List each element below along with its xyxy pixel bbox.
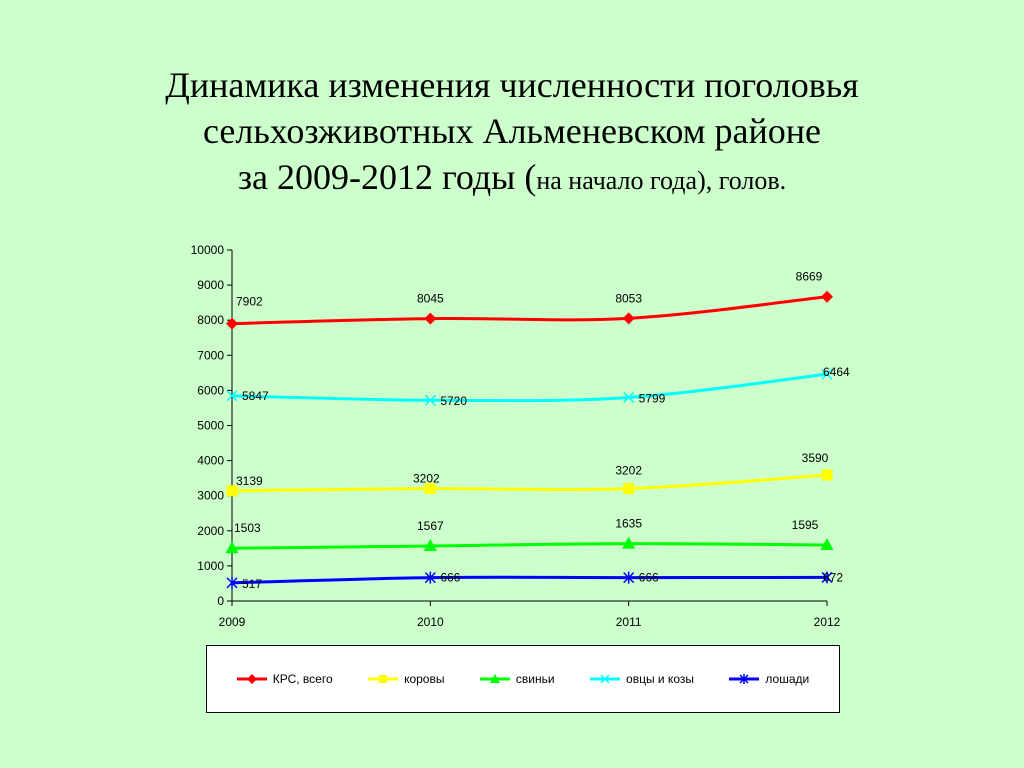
y-tick-label: 7000	[197, 348, 224, 362]
y-tick-label: 2000	[197, 524, 224, 538]
y-tick-label: 10000	[191, 243, 225, 257]
data-label: 6464	[823, 365, 850, 379]
legend-marker	[489, 674, 500, 683]
series-line	[231, 473, 828, 493]
y-tick-label: 0	[217, 594, 224, 608]
y-tick-label: 4000	[197, 454, 224, 468]
data-label: 5720	[440, 394, 467, 408]
data-point	[821, 571, 833, 584]
title-line-1: Динамика изменения численности поголовья	[165, 65, 859, 105]
data-label: 8045	[417, 292, 444, 306]
data-label: 1503	[234, 521, 261, 535]
data-label: 517	[242, 577, 262, 591]
x-tick-label: 2011	[616, 615, 642, 629]
data-point	[821, 469, 833, 481]
data-point	[623, 391, 635, 403]
data-point	[622, 312, 635, 325]
data-point	[226, 576, 238, 589]
data-label: 3590	[802, 451, 829, 465]
data-point	[821, 290, 833, 303]
data-point	[423, 538, 437, 551]
legend-item: КРС, всего	[236, 672, 333, 686]
legend-item: коровы	[368, 672, 444, 686]
data-label: 1567	[417, 519, 444, 533]
legend-marker	[379, 675, 388, 683]
legend-label: коровы	[404, 672, 445, 686]
title-line-2: сельхозживотных Альменевском районе	[203, 111, 821, 151]
y-tick-label: 6000	[197, 383, 224, 397]
title-line-3: за 2009-2012 годы (на начало года), голо…	[40, 154, 984, 204]
data-label: 5847	[242, 389, 269, 403]
legend-swatch	[236, 674, 267, 684]
slide-title: Динамика изменения численности поголовья…	[40, 62, 984, 204]
data-label: 3202	[413, 472, 440, 486]
legend-item: овцы и козы	[590, 672, 694, 686]
data-label: 666	[639, 571, 659, 585]
y-tick-label: 8000	[197, 313, 224, 327]
data-point	[820, 538, 834, 551]
data-point	[623, 571, 635, 584]
data-label: 1595	[792, 518, 819, 532]
series-line	[231, 542, 828, 550]
legend-marker	[600, 674, 610, 684]
data-point	[226, 317, 238, 330]
legend-item: лошади	[729, 672, 809, 686]
legend-items: КРС, всего коровы свиньи овцы и козы лошади	[207, 646, 839, 712]
series-line	[231, 575, 828, 585]
data-label: 8669	[796, 270, 823, 284]
legend-label: КРС, всего	[272, 672, 333, 686]
data-point	[424, 483, 436, 495]
data-label: 3139	[236, 474, 263, 488]
legend-label: свиньи	[515, 672, 555, 686]
data-label: 8053	[615, 291, 642, 305]
y-tick-label: 9000	[197, 278, 224, 292]
data-point	[622, 536, 636, 549]
y-tick-label: 5000	[197, 419, 224, 433]
line-chart: 0 1000 2000 3000 4000 5000 6000 7000 8000 9000 100…	[191, 243, 850, 629]
data-label: 1635	[615, 517, 642, 531]
data-point	[424, 394, 436, 406]
data-label: 3202	[615, 464, 642, 478]
series-line	[231, 295, 828, 326]
x-tick-label: 2010	[417, 615, 444, 629]
chart-legend: КРС, всего коровы свиньи овцы и козы лошади	[206, 645, 840, 713]
data-point	[623, 483, 635, 495]
data-point	[225, 541, 239, 554]
data-label: 7902	[236, 295, 263, 309]
legend-marker	[246, 674, 257, 684]
y-tick-label: 1000	[197, 559, 224, 573]
legend-label: лошади	[765, 672, 810, 686]
data-point	[226, 390, 238, 402]
legend-item: свиньи	[479, 672, 555, 686]
data-label: 5799	[639, 391, 666, 405]
data-point	[226, 485, 238, 497]
x-tick-label: 2012	[814, 615, 841, 629]
data-label: 666	[440, 571, 460, 585]
data-point	[821, 368, 833, 380]
data-label: 672	[823, 570, 843, 584]
y-tick-label: 3000	[197, 489, 224, 503]
series-line	[231, 372, 828, 403]
x-tick-label: 2009	[219, 615, 246, 629]
legend-marker	[739, 674, 749, 684]
legend-swatch	[729, 674, 760, 684]
legend-swatch	[590, 674, 621, 684]
legend-label: овцы и козы	[626, 672, 694, 686]
data-point	[424, 571, 436, 584]
title-line-3-small: на начало года), голов.	[536, 166, 787, 195]
title-line-3-main: за 2009-2012 годы (	[237, 157, 537, 197]
legend-swatch	[368, 675, 399, 683]
data-point	[424, 312, 437, 325]
legend-swatch	[479, 674, 510, 683]
